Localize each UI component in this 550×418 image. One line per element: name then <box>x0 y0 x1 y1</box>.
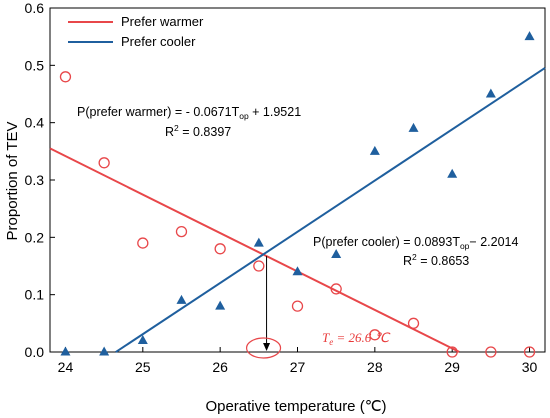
warmer-point <box>98 157 110 169</box>
cooler-equation-text: P(prefer cooler) = 0.0893Top− 2.2014 <box>313 235 518 251</box>
cooler-point <box>215 300 226 310</box>
y-tick-label: 0.2 <box>25 229 45 245</box>
warmer-fit-line <box>49 147 460 353</box>
te-annotation: Te = 26.6 ℃ <box>245 256 391 359</box>
cooler-point <box>485 88 496 98</box>
cooler-point <box>60 346 71 356</box>
cooler-point <box>369 145 380 155</box>
warmer-point <box>485 346 497 358</box>
te-ellipse <box>245 337 282 359</box>
y-axis-title: Proportion of TEV <box>4 122 21 241</box>
warmer-r2-text: R2 = 0.8397 <box>165 123 231 139</box>
cooler-point <box>176 294 187 304</box>
y-tick-label: 0.4 <box>25 115 45 131</box>
warmer-point <box>407 317 420 329</box>
cooler-equation: P(prefer cooler) = 0.0893Top− 2.2014 R2 … <box>313 235 518 268</box>
warmer-point <box>330 283 342 295</box>
legend: Prefer warmer Prefer cooler <box>68 14 204 49</box>
fit-lines <box>49 67 546 353</box>
plot-area <box>49 7 546 353</box>
cooler-point <box>292 266 303 276</box>
warmer-point <box>523 346 536 358</box>
warmer-equation: P(prefer warmer) = - 0.0671Top + 1.9521 … <box>77 105 301 139</box>
warmer-point <box>446 346 458 358</box>
y-tick-label: 0.5 <box>25 57 45 73</box>
x-axis-title: Operative temperature (℃) <box>205 398 386 415</box>
legend-cooler-label: Prefer cooler <box>121 34 196 49</box>
cooler-point <box>253 237 264 247</box>
y-tick-label: 0.1 <box>25 287 45 303</box>
warmer-point <box>175 225 188 238</box>
warmer-point <box>291 300 304 312</box>
warmer-point <box>137 237 149 249</box>
plot-frame <box>49 7 546 353</box>
y-tick-label: 0.0 <box>25 344 45 360</box>
x-tick-label: 30 <box>522 359 538 375</box>
te-label: Te = 26.6 ℃ <box>322 330 391 347</box>
x-tick-label: 29 <box>444 359 460 375</box>
cooler-point <box>331 249 342 259</box>
x-axis: 24 25 26 27 28 29 30 <box>58 347 538 375</box>
te-arrowhead <box>263 343 271 351</box>
y-axis: 0.0 0.1 0.2 0.3 0.4 0.5 0.6 <box>25 0 55 360</box>
legend-warmer-label: Prefer warmer <box>121 14 204 29</box>
cooler-point <box>137 335 148 345</box>
cooler-point <box>408 122 419 132</box>
data-markers <box>59 31 536 358</box>
warmer-point <box>369 329 381 341</box>
x-tick-label: 26 <box>212 359 228 375</box>
x-tick-label: 24 <box>58 359 74 375</box>
x-tick-label: 25 <box>135 359 151 375</box>
warmer-point <box>214 243 226 255</box>
cooler-point <box>447 168 458 178</box>
y-tick-label: 0.6 <box>25 0 45 16</box>
x-tick-label: 28 <box>367 359 383 375</box>
x-tick-label: 27 <box>290 359 306 375</box>
warmer-equation-text: P(prefer warmer) = - 0.0671Top + 1.9521 <box>77 105 301 121</box>
warmer-point <box>59 71 72 83</box>
cooler-r2-text: R2 = 0.8653 <box>403 252 469 268</box>
y-tick-label: 0.3 <box>25 172 45 188</box>
cooler-point <box>99 346 110 356</box>
warmer-point <box>253 260 265 272</box>
cooler-fit-line <box>115 67 546 353</box>
cooler-point <box>524 31 535 41</box>
